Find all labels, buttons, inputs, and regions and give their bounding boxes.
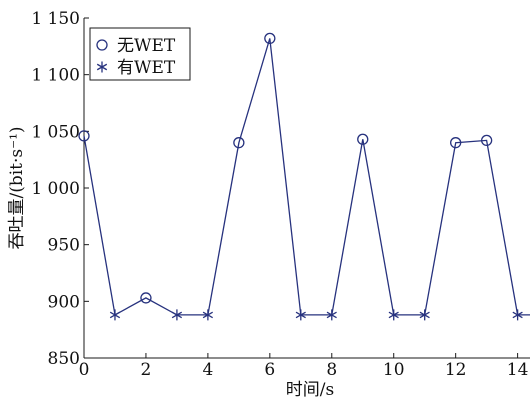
- y-tick-label: 950: [48, 236, 80, 256]
- x-axis-title: 时间/s: [286, 380, 334, 399]
- x-tick-label: 10: [383, 360, 405, 380]
- x-tick-label: 4: [202, 360, 213, 380]
- y-tick-label: 900: [48, 292, 80, 312]
- y-tick-label: 1 150: [31, 9, 80, 29]
- x-tick-label: 2: [141, 360, 152, 380]
- y-tick-label: 1 050: [31, 122, 80, 142]
- x-tick-label: 12: [445, 360, 467, 380]
- data-point-star: [110, 309, 120, 320]
- legend: 无WET 有WET: [90, 28, 190, 80]
- x-tick-label: 6: [264, 360, 275, 380]
- y-tick-label: 1 100: [31, 66, 80, 86]
- x-ticks: 0 2 4 6 8 10 12 14: [79, 353, 529, 380]
- y-axis-title: 吞吐量/(bit·s⁻¹): [7, 126, 27, 249]
- x-tick-label: 0: [79, 360, 90, 380]
- y-ticks: 850 900 950 1 000 1 050 1 100 1 150: [31, 9, 89, 369]
- legend-label-with-wet: 有WET: [117, 58, 176, 78]
- x-tick-label: 14: [507, 360, 529, 380]
- legend-label-no-wet: 无WET: [117, 36, 176, 56]
- y-tick-label: 1 000: [31, 179, 80, 199]
- x-tick-label: 8: [326, 360, 337, 380]
- y-tick-label: 850: [48, 349, 80, 369]
